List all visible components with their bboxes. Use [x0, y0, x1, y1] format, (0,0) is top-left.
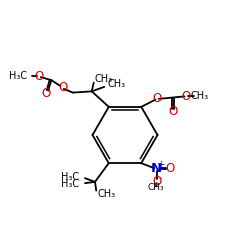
Text: O: O	[152, 92, 162, 105]
Text: ⁻: ⁻	[157, 176, 162, 184]
Text: CH₃: CH₃	[94, 74, 112, 84]
Text: H₃C: H₃C	[60, 180, 79, 190]
Text: O: O	[41, 86, 50, 100]
Text: H₃C: H₃C	[60, 172, 79, 182]
Text: CH₃: CH₃	[191, 91, 209, 101]
Text: O: O	[165, 162, 174, 175]
Text: N: N	[151, 162, 162, 175]
Text: CH₃: CH₃	[147, 183, 164, 192]
Text: O: O	[35, 70, 44, 83]
Text: CH₃: CH₃	[98, 189, 116, 199]
Text: CH₃: CH₃	[107, 79, 126, 89]
Text: +: +	[158, 160, 165, 169]
Text: O: O	[168, 105, 178, 118]
Text: O: O	[182, 90, 191, 103]
Text: H₃C: H₃C	[9, 70, 27, 81]
Text: O: O	[152, 176, 162, 188]
Text: O: O	[58, 81, 67, 94]
